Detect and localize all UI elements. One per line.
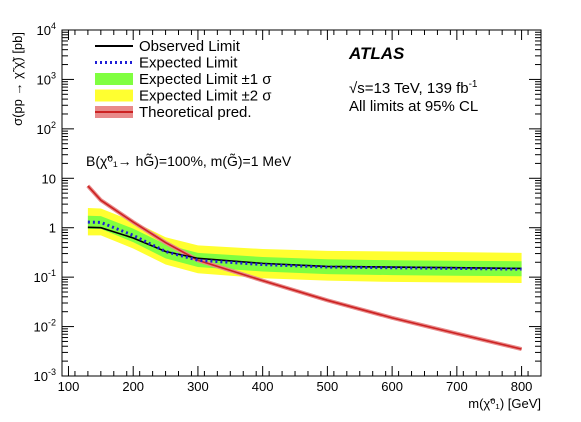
y-tick-label: 10-1	[34, 268, 56, 285]
limit-curves	[86, 184, 523, 352]
x-tick-label: 200	[122, 379, 144, 394]
energy-label: √s=13 TeV, 139 fb-1	[349, 79, 478, 97]
x-tick-label: 700	[446, 379, 468, 394]
x-tick-label: 300	[187, 379, 209, 394]
experiment-label: ATLAS	[348, 44, 405, 63]
axis-ticks: 100 200 300 400 500 600 700 800 10-3 10-2 10-1 1 10 1…	[34, 21, 542, 394]
legend-swatch	[95, 73, 133, 85]
legend-label: Observed Limit	[139, 38, 241, 55]
theory-line	[87, 185, 522, 350]
legend-label: Expected Limit ±2 σ	[139, 88, 272, 105]
y-tick-label: 1	[49, 221, 56, 236]
x-tick-label: 800	[511, 379, 533, 394]
x-tick-label: 600	[381, 379, 403, 394]
y-tick-label: 10	[42, 171, 56, 186]
cl-label: All limits at 95% CL	[349, 98, 478, 115]
legend-label: Theoretical pred.	[139, 104, 252, 121]
plot-frame	[61, 29, 542, 377]
y-tick-label: 103	[37, 70, 56, 87]
x-tick-label: 400	[252, 379, 274, 394]
y-tick-label: 10-2	[34, 318, 56, 335]
expected-limit-line	[87, 220, 522, 271]
y-tick-label: 104	[37, 21, 56, 38]
legend-label: Expected Limit ±1 σ	[139, 71, 272, 88]
x-tick-label: 500	[317, 379, 339, 394]
x-tick-label: 100	[58, 379, 80, 394]
legend-label: Expected Limit	[139, 55, 238, 72]
y-axis-title: σ(pp → χ̃ χ̃) [pb]	[10, 32, 25, 126]
branching-label: B(χ̃⁰₁→ hG̃)=100%, m(G̃)=1 MeV	[86, 153, 292, 169]
y-tick-label: 10-3	[34, 367, 56, 384]
y-tick-label: 102	[37, 120, 56, 137]
x-axis-title: m(χ̃⁰₁) [GeV]	[468, 396, 541, 411]
legend-swatch	[95, 89, 133, 102]
observed-limit-line	[87, 226, 522, 270]
